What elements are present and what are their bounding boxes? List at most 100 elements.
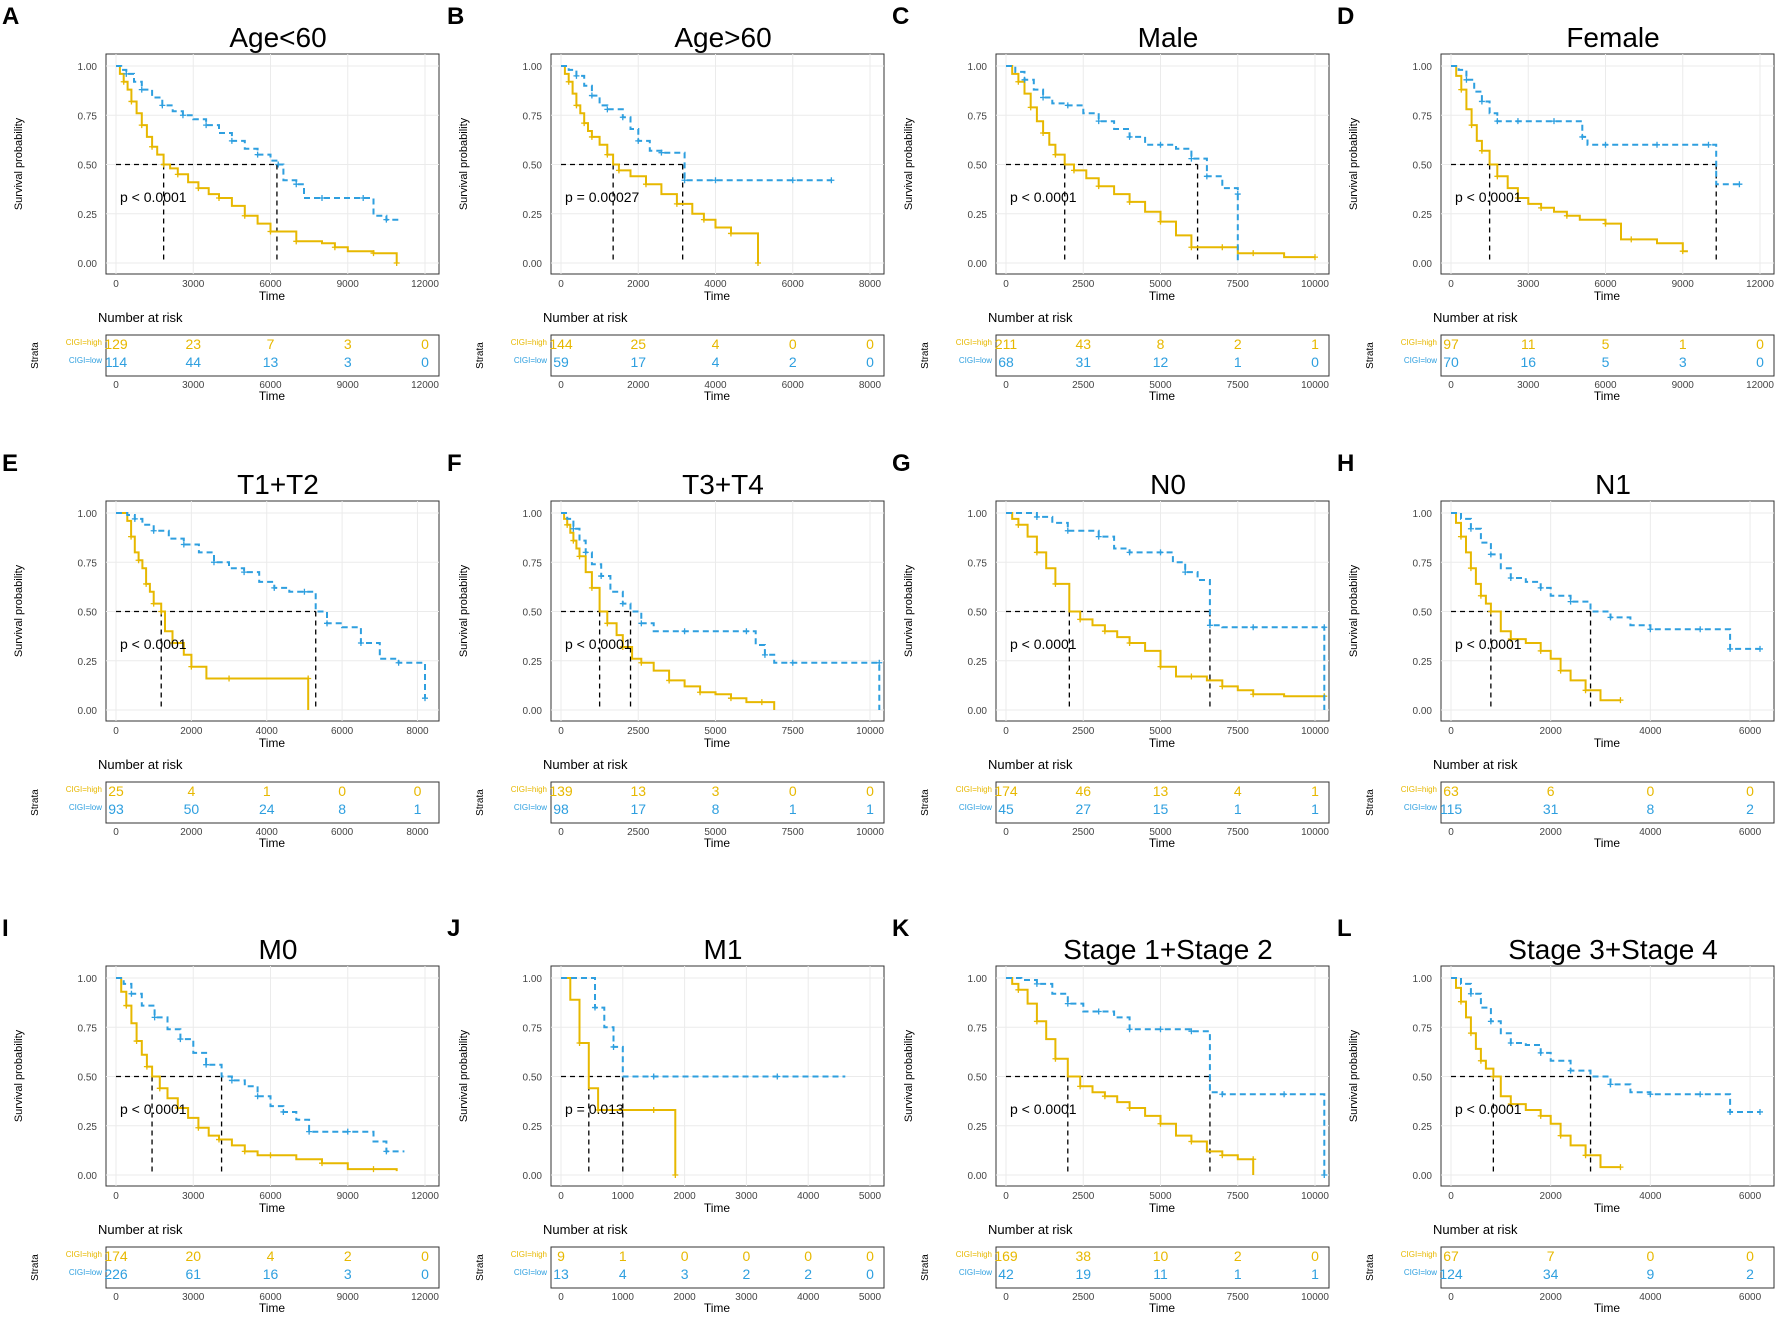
- censor-mark: [610, 1043, 617, 1050]
- censor-mark: [1126, 133, 1133, 140]
- censor-mark: [1234, 191, 1241, 198]
- risk-count-high: 25: [630, 336, 646, 352]
- x-tick-label: 7500: [782, 726, 805, 737]
- panel-letter: H: [1337, 450, 1354, 477]
- y-tick-label: 0.00: [523, 259, 543, 270]
- risk-count-low: 0: [1311, 354, 1319, 370]
- curve-cigi-low: [116, 977, 405, 1153]
- risk-x-tick-label: 2000: [180, 827, 203, 838]
- x-tick-label: 6000: [1739, 1191, 1762, 1202]
- censor-mark: [128, 533, 135, 540]
- risk-count-high: 0: [1746, 783, 1754, 799]
- panel-letter: B: [447, 3, 464, 30]
- risk-x-tick-label: 5000: [859, 1292, 882, 1303]
- risk-table-title: Number at risk: [1433, 310, 1518, 325]
- risk-table-frame: [550, 1246, 885, 1289]
- censor-mark: [638, 620, 645, 627]
- x-tick-label: 6000: [259, 1191, 282, 1202]
- risk-x-tick-label: 7500: [1227, 827, 1250, 838]
- y-tick-label: 1.00: [1413, 509, 1433, 520]
- risk-count-high: 1: [263, 783, 271, 799]
- censor-mark: [203, 122, 210, 129]
- risk-table-frame: [105, 1246, 440, 1289]
- censor-mark: [573, 72, 580, 79]
- censor-mark: [1157, 663, 1164, 670]
- censor-mark: [138, 86, 145, 93]
- censor-mark: [160, 161, 167, 168]
- y-tick-label: 0.00: [968, 259, 988, 270]
- risk-count-high: 1: [1311, 336, 1319, 352]
- risk-count-high: 11: [1521, 336, 1536, 352]
- censor-mark: [743, 628, 750, 635]
- risk-x-tick-label: 10000: [1301, 1292, 1329, 1303]
- censor-mark: [1478, 98, 1485, 105]
- risk-x-tick-label: 2500: [627, 827, 650, 838]
- censor-mark: [1052, 580, 1059, 587]
- y-tick-label: 0.00: [1413, 706, 1433, 717]
- x-tick-label: 0: [1003, 726, 1009, 737]
- risk-count-high: 4: [187, 783, 195, 799]
- panel-letter: D: [1337, 3, 1354, 30]
- risk-x-tick-label: 7500: [782, 827, 805, 838]
- censor-mark: [319, 194, 325, 201]
- p-value: p < 0.0001: [120, 189, 187, 205]
- p-value: p < 0.0001: [1010, 636, 1077, 652]
- censor-mark: [1507, 1101, 1514, 1108]
- strata-name-low: CIGI=low: [959, 1268, 992, 1277]
- censor-mark: [1321, 1172, 1328, 1178]
- censor-mark: [241, 569, 248, 576]
- y-tick-label: 1.00: [523, 62, 543, 73]
- risk-x-axis-label: Time: [1149, 836, 1176, 850]
- risk-count-high: 3: [712, 783, 720, 799]
- curve-cigi-low: [1451, 512, 1760, 650]
- censor-mark: [293, 181, 300, 188]
- censor-mark: [754, 260, 761, 266]
- risk-count-high: 4: [267, 1248, 275, 1264]
- censor-mark: [156, 1085, 163, 1092]
- strata-name-low: CIGI=low: [69, 1268, 102, 1277]
- censor-mark: [727, 230, 734, 237]
- censor-mark: [1727, 1108, 1734, 1115]
- y-axis-label: Survival probability: [1348, 564, 1360, 657]
- censor-mark: [177, 1036, 184, 1043]
- x-tick-label: 2000: [627, 279, 650, 290]
- strata-name-low: CIGI=low: [69, 803, 102, 812]
- x-tick-label: 4000: [256, 726, 279, 737]
- x-tick-label: 6000: [259, 279, 282, 290]
- risk-count-low: 15: [1153, 801, 1169, 817]
- strata-name-high: CIGI=high: [956, 785, 992, 794]
- censor-mark: [1157, 1026, 1164, 1033]
- risk-count-high: 13: [1153, 783, 1169, 799]
- risk-count-low: 59: [553, 354, 569, 370]
- risk-x-tick-label: 0: [113, 380, 119, 391]
- censor-mark: [1477, 592, 1484, 599]
- censor-mark: [1064, 1000, 1071, 1007]
- panel-letter: J: [447, 915, 460, 942]
- x-tick-label: 1000: [612, 1191, 635, 1202]
- censor-mark: [1494, 118, 1501, 125]
- risk-x-tick-label: 4000: [704, 380, 727, 391]
- risk-count-low: 16: [1520, 354, 1536, 370]
- y-tick-label: 0.50: [523, 161, 543, 172]
- risk-table-frame: [1440, 334, 1775, 377]
- censor-mark: [357, 640, 364, 647]
- risk-count-high: 0: [1646, 783, 1654, 799]
- censor-mark: [360, 194, 367, 201]
- risk-table-frame: [995, 781, 1330, 824]
- y-axis-label: Survival probability: [1348, 1029, 1360, 1122]
- curve-cigi-low: [1451, 977, 1760, 1113]
- y-axis-label: Survival probability: [903, 564, 915, 657]
- x-tick-label: 6000: [1594, 279, 1617, 290]
- censor-mark: [1538, 204, 1545, 211]
- censor-mark: [1487, 551, 1494, 558]
- y-tick-label: 0.75: [523, 558, 543, 569]
- risk-x-axis-label: Time: [704, 1301, 731, 1315]
- risk-count-low: 0: [866, 1266, 874, 1282]
- censor-mark: [158, 608, 165, 615]
- y-tick-label: 0.75: [1413, 1023, 1433, 1034]
- censor-mark: [876, 659, 883, 666]
- strata-label: Strata: [920, 342, 931, 369]
- strata-name-high: CIGI=high: [66, 785, 102, 794]
